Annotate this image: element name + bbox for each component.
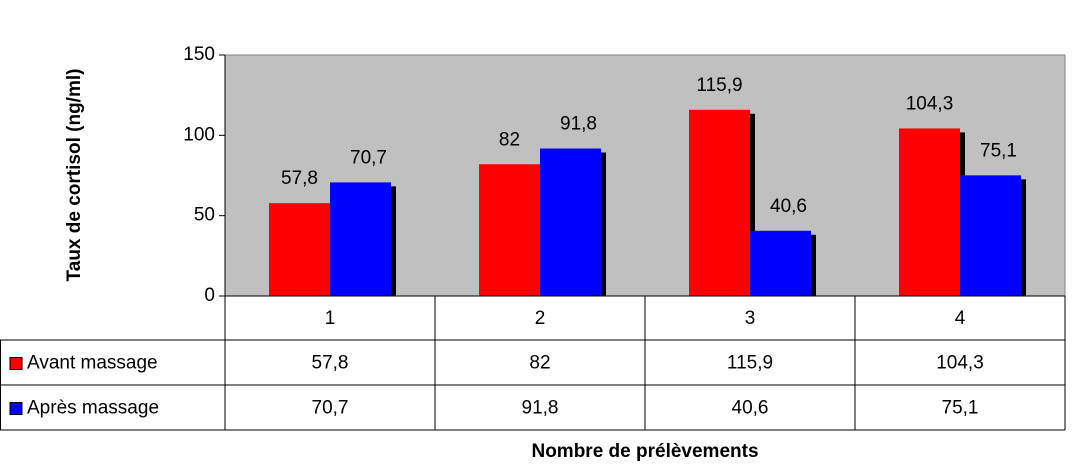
y-tick-label: 100 bbox=[183, 124, 215, 145]
table-cell: 91,8 bbox=[522, 398, 559, 419]
bar bbox=[960, 175, 1021, 296]
x-axis-label: Nombre de prélèvements bbox=[531, 441, 758, 462]
data-label: 75,1 bbox=[980, 140, 1017, 161]
bar bbox=[269, 203, 330, 296]
data-label: 70,7 bbox=[350, 147, 387, 168]
bar bbox=[479, 164, 540, 296]
x-tick-label: 4 bbox=[955, 308, 966, 329]
table-cell: 70,7 bbox=[312, 398, 349, 419]
data-label: 104,3 bbox=[906, 93, 954, 114]
table-cell: 104,3 bbox=[936, 353, 984, 374]
data-label: 57,8 bbox=[281, 168, 318, 189]
table-cell: 40,6 bbox=[732, 398, 769, 419]
table-cell: 57,8 bbox=[312, 353, 349, 374]
bar bbox=[899, 128, 960, 296]
bar bbox=[689, 109, 750, 297]
data-label: 40,6 bbox=[770, 196, 807, 217]
legend-swatch bbox=[9, 357, 23, 370]
legend-label: Après massage bbox=[27, 398, 159, 419]
legend-swatch bbox=[9, 402, 23, 415]
y-axis-label: Taux de cortisol (ng/ml) bbox=[64, 69, 85, 282]
bar bbox=[750, 230, 811, 296]
data-label: 82 bbox=[499, 129, 520, 150]
table-cell: 75,1 bbox=[942, 398, 979, 419]
x-tick-label: 3 bbox=[745, 308, 756, 329]
bar bbox=[330, 182, 391, 296]
data-label: 115,9 bbox=[696, 75, 742, 96]
y-tick-label: 150 bbox=[183, 44, 215, 65]
table-cell: 82 bbox=[529, 353, 550, 374]
data-label: 91,8 bbox=[560, 114, 597, 135]
legend-label: Avant massage bbox=[27, 353, 158, 374]
y-tick-label: 50 bbox=[194, 205, 215, 226]
table-cell: 115,9 bbox=[727, 353, 773, 374]
bar bbox=[540, 148, 601, 296]
x-tick-label: 1 bbox=[325, 308, 336, 329]
y-tick-label: 0 bbox=[204, 285, 215, 306]
x-tick-label: 2 bbox=[535, 308, 546, 329]
